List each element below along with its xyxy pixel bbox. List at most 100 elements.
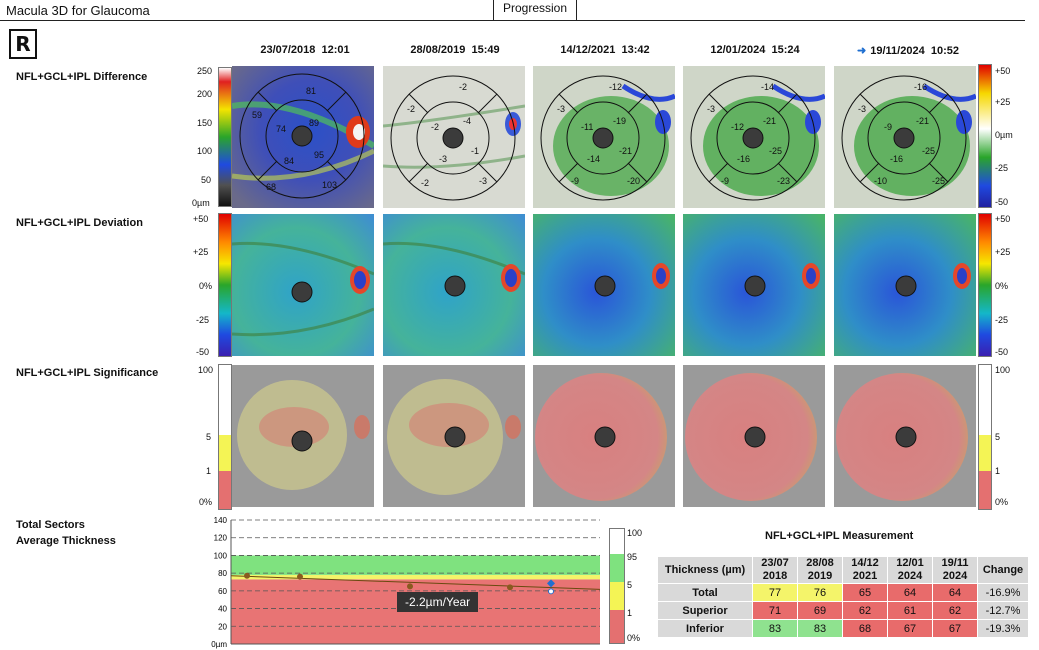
difference-map-2021[interactable]: -12 -3 -11 -19 -14 -21 -9 -20 — [533, 66, 675, 208]
difference-map-2024b[interactable]: -16 -3 -9 -21 -16 -25 -10 -25 — [834, 66, 976, 208]
trend-point-current — [547, 579, 555, 588]
sector-value: -1 — [471, 146, 480, 156]
sector-value: -3 — [439, 154, 448, 164]
sector-value: 89 — [309, 118, 320, 128]
difference-map-2019[interactable]: -2 -2 -2 -4 -3 -1 -2 -3 — [383, 66, 525, 208]
sector-value: -2 — [407, 104, 416, 114]
app-title: Macula 3D for Glaucoma — [6, 3, 150, 18]
deviation-scale-label: -25 — [995, 315, 1009, 325]
sector-value: -21 — [763, 116, 777, 126]
table-header-date: 19/11 2024 — [932, 556, 978, 584]
deviation-map-2021[interactable] — [533, 214, 675, 356]
visit-header[interactable]: 12/01/2024 15:24 — [680, 44, 830, 56]
visit-header[interactable]: 28/08/2019 15:49 — [380, 44, 530, 56]
sector-value: -25 — [769, 146, 783, 156]
trend-fit-line — [230, 575, 601, 590]
deviation-scale-label: +50 — [995, 214, 1011, 224]
header-date-line2: 2019 — [807, 570, 833, 582]
sector-value: -19 — [613, 116, 627, 126]
sector-value: -3 — [707, 104, 716, 114]
eye-indicator: R — [9, 29, 37, 59]
significance-scale-label: 0% — [995, 497, 1009, 507]
sector-value: -9 — [721, 176, 730, 186]
sector-value: -2 — [431, 122, 440, 132]
significance-map-2024b[interactable] — [834, 365, 976, 507]
deviation-map-2019[interactable] — [383, 214, 525, 356]
visit-time: 10:52 — [930, 45, 959, 57]
trend-chart[interactable]: 140 120 100 80 60 40 20 0µm — [190, 514, 610, 650]
visit-header[interactable]: 14/12/2021 13:42 — [530, 44, 680, 56]
deviation-map-2024b[interactable] — [834, 214, 976, 356]
table-cell: 62 — [842, 601, 888, 620]
trend-point — [507, 584, 513, 591]
significance-map-2019[interactable] — [383, 365, 525, 507]
deviation-map-2018[interactable] — [232, 214, 374, 356]
table-header-date: 23/07 2018 — [752, 556, 798, 584]
row-label-deviation: NFL+GCL+IPL Deviation — [16, 217, 143, 229]
significance-map-2018[interactable] — [232, 365, 374, 507]
visit-header-baseline[interactable]: ➜ 19/11/2024 10:52 — [833, 44, 983, 57]
trend-band — [231, 555, 600, 575]
header-date-line2: 2018 — [762, 570, 788, 582]
table-cell: 83 — [797, 619, 843, 638]
trend-point — [244, 572, 250, 579]
table-cell: 61 — [887, 601, 933, 620]
row-label-significance: NFL+GCL+IPL Significance — [16, 367, 159, 379]
significance-map-2021[interactable] — [533, 365, 675, 507]
trend-point — [297, 573, 303, 580]
sector-value: -2 — [459, 82, 468, 92]
trend-band — [231, 574, 600, 580]
trend-legend-label: 95 — [627, 552, 638, 562]
sector-value: -3 — [557, 104, 566, 114]
measurement-title: NFL+GCL+IPL Measurement — [765, 530, 914, 542]
header-date-line2: 2024 — [897, 570, 923, 582]
tab-progression[interactable]: Progression — [493, 0, 577, 21]
sector-value: 103 — [322, 180, 338, 190]
trend-y-tick: 40 — [218, 605, 227, 614]
deviation-colorbar-right — [978, 213, 992, 357]
trend-legend-bar — [609, 528, 625, 644]
table-cell: 65 — [842, 583, 888, 602]
row-label-trend-line2: Average Thickness — [16, 535, 116, 547]
thickness-scale-label: 50 — [201, 175, 212, 185]
table-cell: 62 — [932, 601, 978, 620]
deviation-scale-label: -50 — [995, 347, 1009, 357]
thickness-map-2018[interactable]: 81 59 74 89 84 95 68 103 — [232, 66, 374, 208]
deviation-scale-label: +25 — [995, 247, 1011, 257]
difference-scale-label: +25 — [995, 97, 1011, 107]
table-row: Superior 71 69 62 61 62 -12.7% — [657, 601, 1029, 620]
row-label-trend-line1: Total Sectors — [16, 519, 85, 531]
table-cell: 67 — [932, 619, 978, 638]
deviation-map-2024a[interactable] — [683, 214, 825, 356]
difference-colorbar — [978, 64, 992, 208]
sector-value: 68 — [266, 182, 277, 192]
significance-scale-label: 100 — [995, 365, 1011, 375]
table-cell: 67 — [887, 619, 933, 638]
significance-colorbar-left — [218, 364, 232, 510]
visit-time: 13:42 — [621, 44, 650, 56]
header-date-line1: 28/08 — [806, 557, 834, 569]
trend-legend-label: 0% — [627, 633, 641, 643]
difference-scale-label: +50 — [995, 66, 1011, 76]
sector-value: -25 — [922, 146, 936, 156]
row-label-difference: NFL+GCL+IPL Difference — [16, 71, 148, 83]
row-label: Inferior — [657, 619, 753, 638]
sector-value: -12 — [609, 82, 623, 92]
trend-y-tick: 120 — [214, 534, 228, 543]
header-date-line1: 23/07 — [761, 557, 789, 569]
trend-legend-label: 5 — [627, 580, 633, 590]
visit-header[interactable]: 23/07/2018 12:01 — [230, 44, 380, 56]
deviation-scale-label: 0% — [199, 281, 213, 291]
table-header-date: 14/12 2021 — [842, 556, 888, 584]
sector-value: -9 — [884, 122, 893, 132]
visit-date: 23/07/2018 — [260, 44, 316, 56]
significance-scale-label: 100 — [198, 365, 214, 375]
table-cell: 68 — [842, 619, 888, 638]
difference-map-2024a[interactable]: -14 -3 -12 -21 -16 -25 -9 -23 — [683, 66, 825, 208]
sector-value: -4 — [463, 116, 472, 126]
significance-map-2024a[interactable] — [683, 365, 825, 507]
sector-value: 74 — [276, 124, 287, 134]
table-cell: 77 — [752, 583, 798, 602]
header-date-line2: 2024 — [942, 570, 968, 582]
measurement-table: Thickness (µm) 23/07 2018 28/08 2019 14/12… — [657, 556, 1029, 638]
